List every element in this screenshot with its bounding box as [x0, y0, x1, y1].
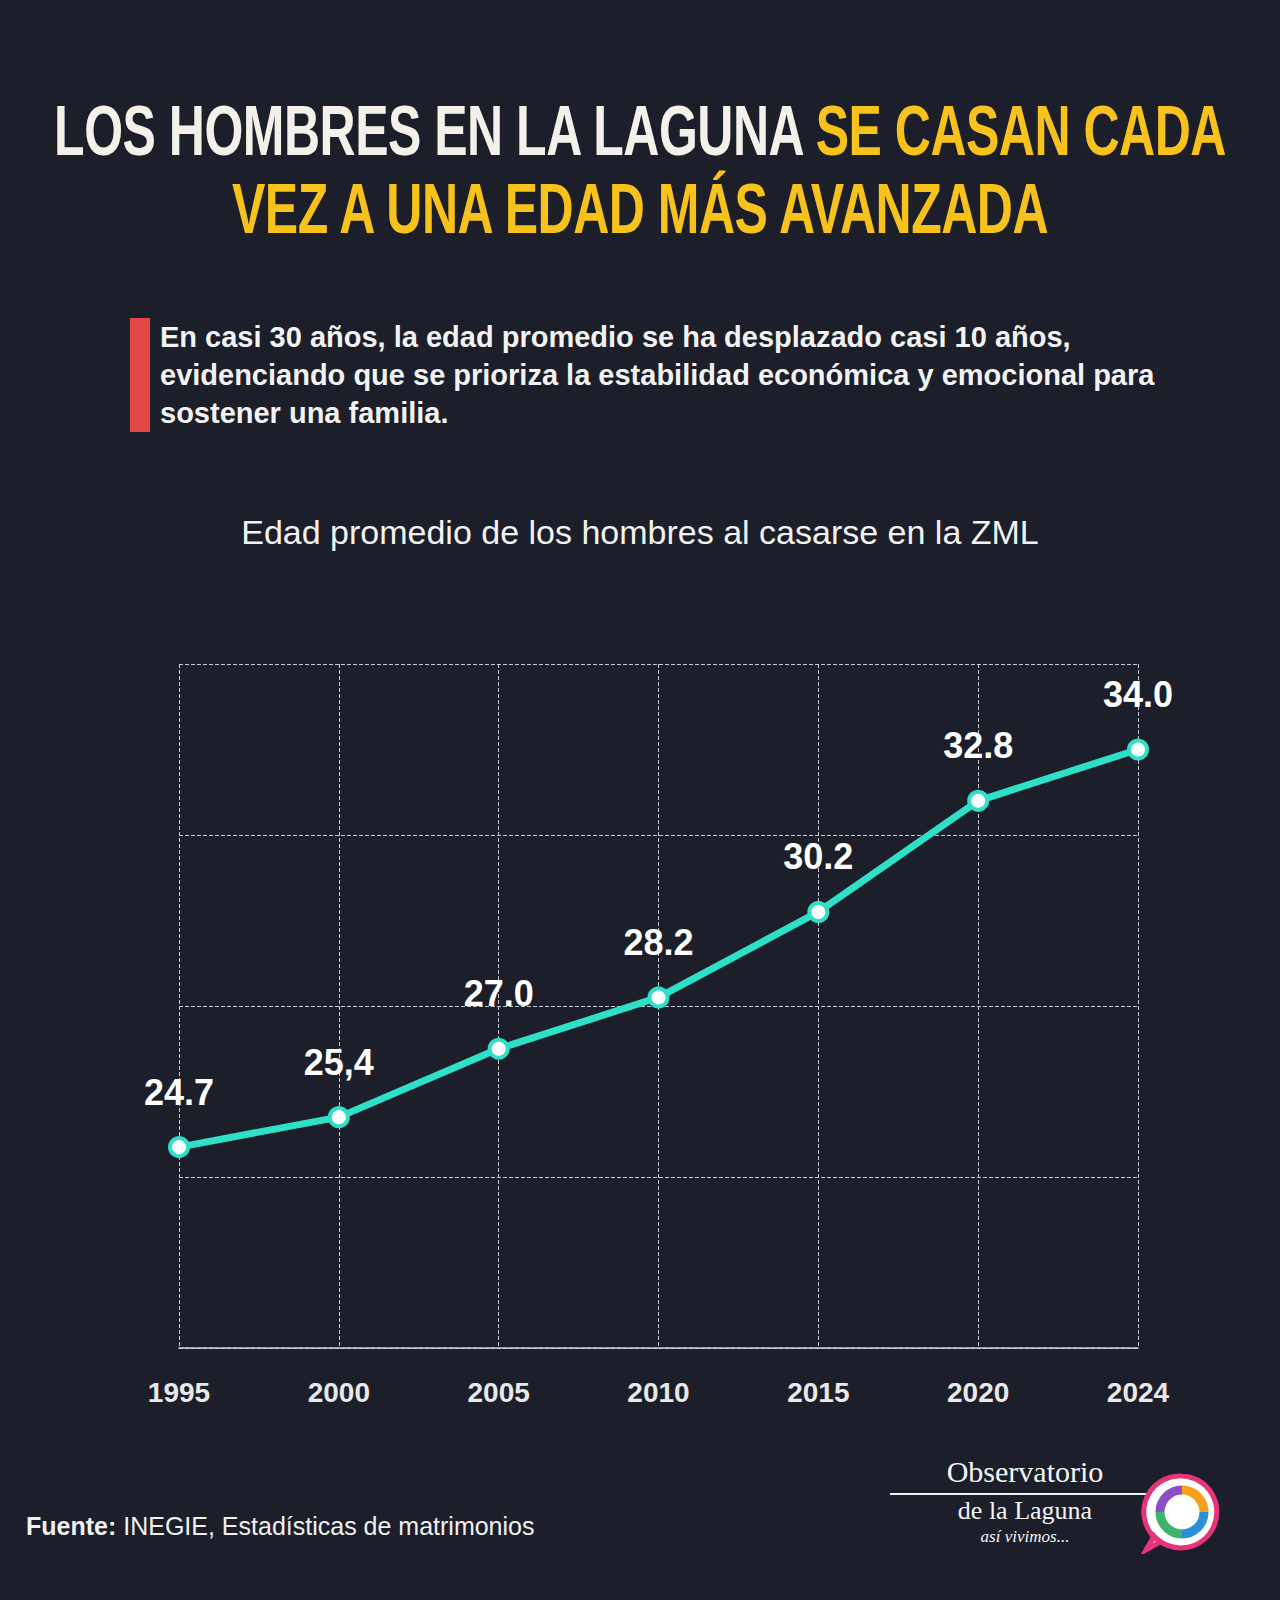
svg-text:1995: 1995 — [148, 1377, 210, 1408]
svg-text:27.0: 27.0 — [464, 973, 534, 1014]
svg-text:2024: 2024 — [1107, 1377, 1170, 1408]
html-text:Observatorio: Observatorio — [946, 1455, 1104, 1488]
svg-text:2005: 2005 — [468, 1377, 530, 1408]
html-text:de la Laguna: de la Laguna — [957, 1496, 1093, 1525]
svg-text:2000: 2000 — [308, 1377, 370, 1408]
svg-text:2015: 2015 — [787, 1377, 849, 1408]
html-text:Fuente: INEGIE, Estadísticas d: Fuente: INEGIE, Estadísticas de matrimon… — [26, 1512, 535, 1540]
svg-text:30.2: 30.2 — [783, 836, 853, 877]
svg-text:28.2: 28.2 — [623, 922, 693, 963]
svg-text:24.7: 24.7 — [144, 1072, 214, 1113]
svg-text:34.0: 34.0 — [1103, 674, 1173, 715]
html-text:así vivimos...: así vivimos... — [980, 1527, 1070, 1546]
svg-text:2010: 2010 — [627, 1377, 689, 1408]
svg-text:2020: 2020 — [947, 1377, 1009, 1408]
html-text:LOS HOMBRES EN LA LAGUNA SE CA: LOS HOMBRES EN LA LAGUNA SE CASAN CADA V… — [54, 92, 1226, 249]
svg-text:32.8: 32.8 — [943, 725, 1013, 766]
svg-text:Edad promedio de los hombres a: Edad promedio de los hombres al casarse … — [241, 513, 1039, 551]
svg-text:25,4: 25,4 — [304, 1042, 374, 1083]
html-text:En casi 30 años, la edad prome: En casi 30 años, la edad promedio se ha … — [160, 321, 1155, 429]
